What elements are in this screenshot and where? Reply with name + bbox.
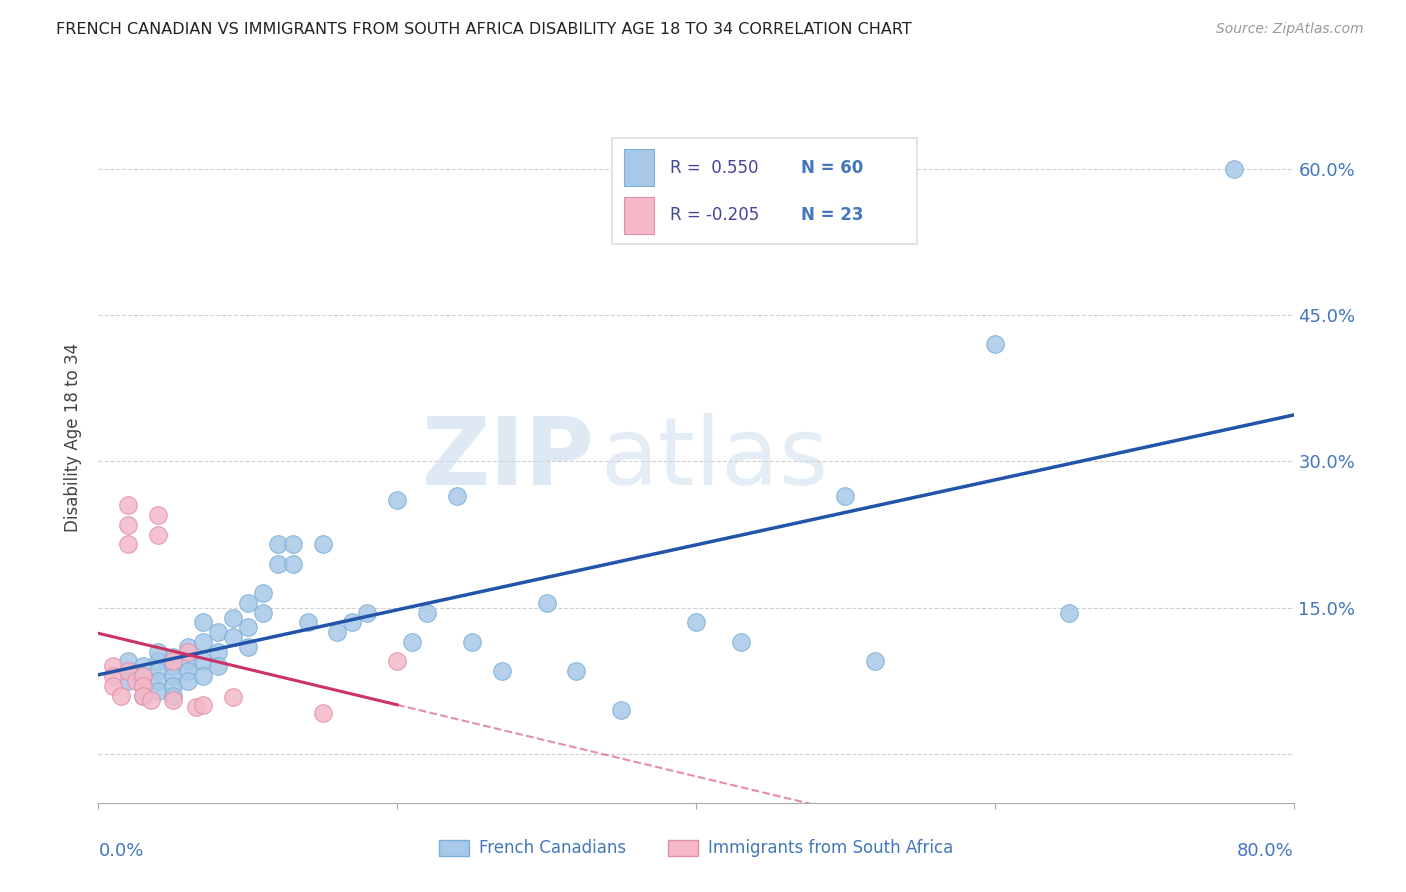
Point <box>342 615 364 630</box>
Legend: French Canadians, Immigrants from South Africa: French Canadians, Immigrants from South … <box>432 832 960 864</box>
Point <box>162 649 184 664</box>
Point <box>281 557 304 571</box>
Point <box>1059 606 1081 620</box>
Point <box>148 508 170 522</box>
Point <box>184 700 207 714</box>
Point <box>177 640 200 654</box>
Text: FRENCH CANADIAN VS IMMIGRANTS FROM SOUTH AFRICA DISABILITY AGE 18 TO 34 CORRELAT: FRENCH CANADIAN VS IMMIGRANTS FROM SOUTH… <box>56 22 912 37</box>
FancyBboxPatch shape <box>624 149 654 186</box>
Point <box>252 586 274 600</box>
Text: 0.0%: 0.0% <box>98 842 143 860</box>
Point <box>132 689 155 703</box>
Point <box>730 635 752 649</box>
Point <box>297 615 319 630</box>
Point <box>461 635 484 649</box>
Point <box>117 664 139 678</box>
Text: ZIP: ZIP <box>422 413 595 505</box>
Point <box>177 664 200 678</box>
Point <box>148 664 170 678</box>
Point <box>610 703 633 717</box>
Point <box>865 654 887 668</box>
Point <box>356 606 378 620</box>
Point <box>117 673 139 688</box>
Point <box>267 557 290 571</box>
Y-axis label: Disability Age 18 to 34: Disability Age 18 to 34 <box>65 343 83 532</box>
Text: Source: ZipAtlas.com: Source: ZipAtlas.com <box>1216 22 1364 37</box>
Point <box>177 673 200 688</box>
Point <box>191 635 214 649</box>
Point <box>834 489 856 503</box>
Point <box>222 610 245 624</box>
Point <box>103 659 125 673</box>
Point <box>311 706 333 720</box>
Point <box>162 689 184 703</box>
Point <box>236 620 259 634</box>
Point <box>132 669 155 683</box>
Point <box>132 659 155 673</box>
Point <box>110 689 132 703</box>
Point <box>162 679 184 693</box>
Point <box>191 698 214 713</box>
Point <box>162 669 184 683</box>
Point <box>117 537 139 551</box>
Point <box>207 645 229 659</box>
Point <box>1223 161 1246 176</box>
Point <box>491 664 513 678</box>
Point <box>177 654 200 668</box>
Point <box>191 669 214 683</box>
FancyBboxPatch shape <box>612 138 917 244</box>
Point <box>385 493 409 508</box>
Point <box>132 689 155 703</box>
Point <box>132 679 155 693</box>
Point <box>536 596 558 610</box>
Point <box>177 645 200 659</box>
Point <box>685 615 707 630</box>
Point <box>117 499 139 513</box>
Point <box>385 654 409 668</box>
Point <box>162 659 184 673</box>
Point <box>148 673 170 688</box>
Point <box>117 517 139 532</box>
Text: R = -0.205: R = -0.205 <box>669 205 759 224</box>
Point <box>132 669 155 683</box>
Point <box>191 654 214 668</box>
Point <box>311 537 333 551</box>
Text: atlas: atlas <box>600 413 828 505</box>
Point <box>446 489 468 503</box>
Point <box>162 693 184 707</box>
Point <box>148 527 170 541</box>
Text: 80.0%: 80.0% <box>1237 842 1294 860</box>
Point <box>222 690 245 705</box>
Point <box>148 654 170 668</box>
Point <box>132 679 155 693</box>
Point <box>117 654 139 668</box>
Point <box>207 659 229 673</box>
Point <box>103 669 125 683</box>
Point <box>148 645 170 659</box>
Point <box>139 693 162 707</box>
Point <box>207 625 229 640</box>
Point <box>222 630 245 644</box>
Point <box>326 625 349 640</box>
FancyBboxPatch shape <box>624 196 654 234</box>
Point <box>416 606 439 620</box>
Point <box>565 664 588 678</box>
Point <box>148 683 170 698</box>
Point <box>191 615 214 630</box>
Point <box>281 537 304 551</box>
Point <box>236 596 259 610</box>
Text: N = 60: N = 60 <box>801 159 863 177</box>
Point <box>401 635 423 649</box>
Point <box>267 537 290 551</box>
Point <box>162 654 184 668</box>
Point <box>236 640 259 654</box>
Text: R =  0.550: R = 0.550 <box>669 159 758 177</box>
Text: N = 23: N = 23 <box>801 205 863 224</box>
Point <box>117 664 139 678</box>
Point <box>252 606 274 620</box>
Point <box>984 337 1007 351</box>
Point <box>125 673 148 688</box>
Point <box>103 679 125 693</box>
